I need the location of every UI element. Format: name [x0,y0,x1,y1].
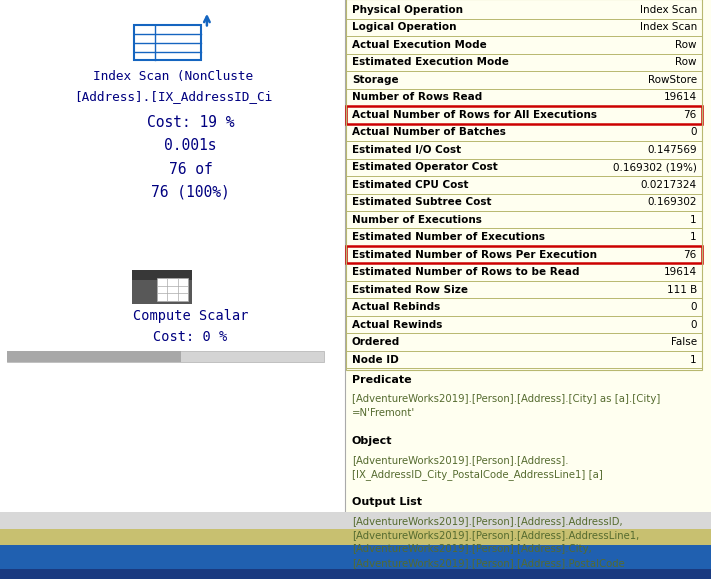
Bar [346,246,702,263]
Bar [346,246,702,263]
Text: Estimated Number of Rows Per Execution: Estimated Number of Rows Per Execution [352,250,597,260]
Text: Estimated Number of Rows to be Read: Estimated Number of Rows to be Read [352,267,579,277]
Text: [AdventureWorks2019].[Person].[Address].AddressID,
[AdventureWorks2019].[Person]: [AdventureWorks2019].[Person].[Address].… [352,516,639,568]
Text: 76: 76 [683,250,697,260]
Bar [346,1,702,19]
Bar [346,19,702,36]
Text: Actual Number of Batches: Actual Number of Batches [352,127,506,137]
Text: Node ID: Node ID [352,354,399,365]
Text: Estimated I/O Cost: Estimated I/O Cost [352,145,461,155]
Text: 76: 76 [683,110,697,120]
Text: 0.147569: 0.147569 [647,145,697,155]
Text: Estimated Operator Cost: Estimated Operator Cost [352,162,498,173]
Text: [Address].[IX_AddressID_Ci: [Address].[IX_AddressID_Ci [74,90,272,103]
Bar [346,334,702,351]
Text: Index Scan: Index Scan [639,5,697,15]
Text: False: False [670,337,697,347]
Bar [346,89,702,106]
Bar [346,106,702,123]
Bar [0,512,711,529]
Text: 0: 0 [690,302,697,312]
Bar [346,263,702,281]
Bar [134,25,201,60]
Text: Estimated Subtree Cost: Estimated Subtree Cost [352,197,491,207]
Text: Output List: Output List [352,497,422,507]
Text: Actual Number of Rows for All Executions: Actual Number of Rows for All Executions [352,110,597,120]
Text: 1: 1 [690,354,697,365]
Text: Actual Rebinds: Actual Rebinds [352,302,440,312]
Text: Physical Operation: Physical Operation [352,5,463,15]
Bar [346,141,702,159]
Bar [345,0,711,579]
Text: Estimated Number of Executions: Estimated Number of Executions [352,232,545,242]
Text: Index Scan: Index Scan [639,23,697,32]
Text: Row: Row [675,40,697,50]
Text: 19614: 19614 [663,92,697,102]
Text: Ordered: Ordered [352,337,400,347]
Text: 76 of: 76 of [169,162,213,177]
Text: Compute Scalar: Compute Scalar [133,309,248,323]
Text: Index Scan (NonCluste: Index Scan (NonCluste [92,70,253,83]
Text: 0.001s: 0.001s [164,138,217,153]
Bar [7,351,181,362]
Text: Storage: Storage [352,75,399,85]
Bar [346,36,702,54]
Bar [132,270,192,304]
Text: RowStore: RowStore [648,75,697,85]
Bar [346,351,702,368]
Bar [0,545,711,569]
Text: 111 B: 111 B [666,285,697,295]
Text: 0: 0 [690,127,697,137]
Text: Cost: 0 %: Cost: 0 % [154,330,228,344]
Bar [346,229,702,246]
Text: Actual Rewinds: Actual Rewinds [352,320,442,329]
Text: 0.169302 (19%): 0.169302 (19%) [613,162,697,173]
Text: Estimated CPU Cost: Estimated CPU Cost [352,179,469,190]
Text: 0: 0 [690,320,697,329]
Bar [346,106,702,123]
Bar [346,123,702,141]
Text: [AdventureWorks2019].[Person].[Address].
[IX_AddressID_City_PostalCode_AddressLi: [AdventureWorks2019].[Person].[Address].… [352,455,603,480]
Bar [0,569,711,579]
Text: Estimated Row Size: Estimated Row Size [352,285,468,295]
Text: Cost: 19 %: Cost: 19 % [146,115,235,130]
Text: [AdventureWorks2019].[Person].[Address].[City] as [a].[City]
=N'Fremont': [AdventureWorks2019].[Person].[Address].… [352,394,661,419]
Bar [346,71,702,89]
Text: 0.169302: 0.169302 [647,197,697,207]
Bar [132,270,192,280]
Text: 1: 1 [690,215,697,225]
Bar [346,176,702,193]
Text: 19614: 19614 [663,267,697,277]
Bar [346,316,702,334]
Text: Row: Row [675,57,697,67]
Bar [346,281,702,298]
Text: Logical Operation: Logical Operation [352,23,456,32]
Bar [346,298,702,316]
Text: Actual Execution Mode: Actual Execution Mode [352,40,487,50]
Bar [346,0,702,369]
Bar [346,159,702,176]
Text: Object: Object [352,436,392,446]
Bar [346,211,702,229]
Bar [7,351,324,362]
Text: Number of Rows Read: Number of Rows Read [352,92,482,102]
Text: 76 (100%): 76 (100%) [151,185,230,200]
Bar [157,278,188,301]
Bar [346,193,702,211]
Bar [0,0,345,579]
Text: Predicate: Predicate [352,375,412,385]
Text: Number of Executions: Number of Executions [352,215,482,225]
Text: 0.0217324: 0.0217324 [641,179,697,190]
Bar [0,529,711,545]
Text: Estimated Execution Mode: Estimated Execution Mode [352,57,509,67]
Text: 1: 1 [690,232,697,242]
Bar [346,54,702,71]
